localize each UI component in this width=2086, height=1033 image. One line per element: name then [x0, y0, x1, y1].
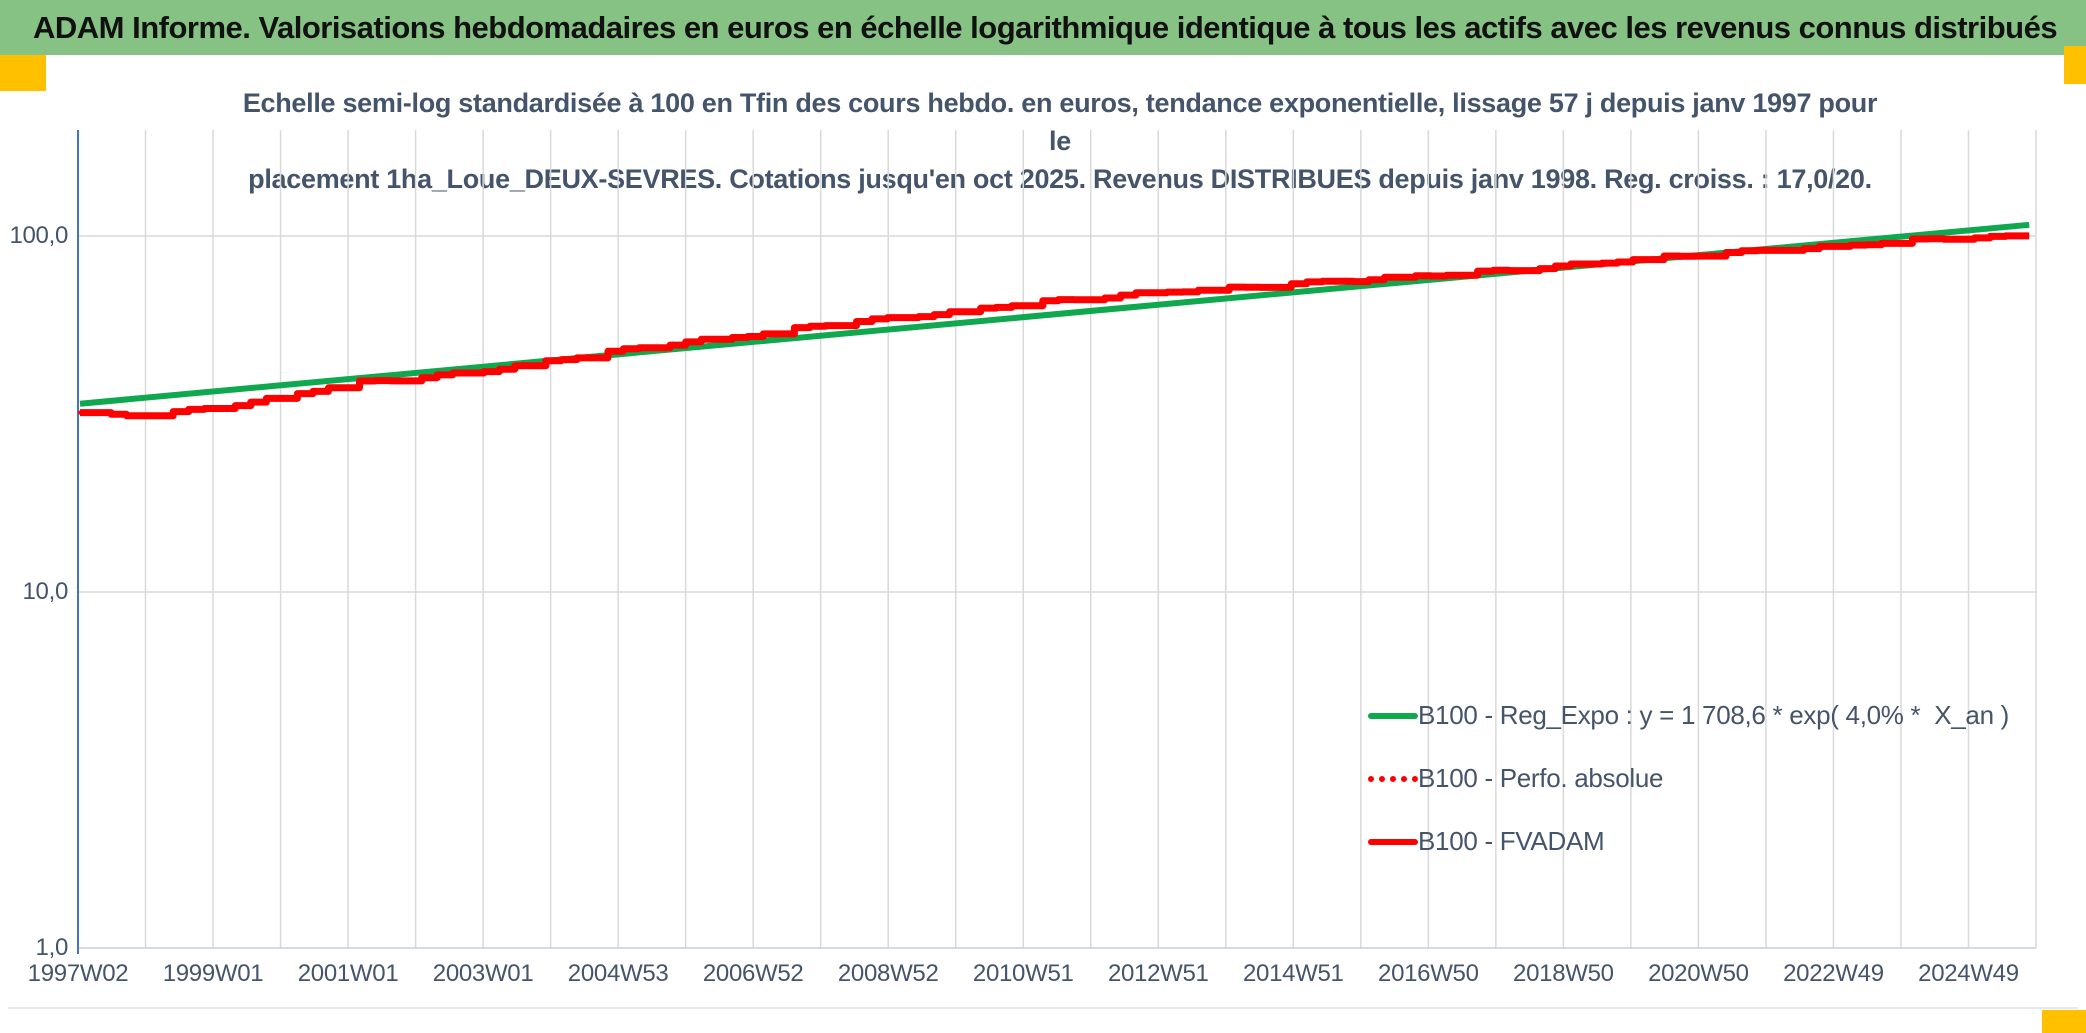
y-tick-label: 1,0 — [35, 934, 69, 961]
chart-title-line1: Echelle semi-log standardisée à 100 en T… — [242, 88, 1878, 156]
legend-item: B100 - Reg_Expo : y = 1 708,6 * exp( 4,0… — [1368, 684, 2009, 747]
window-title-bar: ADAM Informe. Valorisations hebdomadaire… — [0, 0, 2086, 55]
x-tick-label: 2024W49 — [1918, 960, 2019, 987]
series-perfo-absolue-line — [78, 233, 2032, 418]
legend-label: B100 - Perfo. absolue — [1418, 763, 1664, 793]
chart-bottom-border — [8, 1007, 2078, 1009]
chart-title-line2: placement 1ha_Loue_DEUX-SEVRES. Cotation… — [248, 164, 1872, 194]
x-tick-label: 2014W51 — [1242, 960, 1344, 987]
x-tick-label: 1999W01 — [162, 960, 264, 987]
x-tick-label: 2010W51 — [972, 960, 1074, 987]
x-tick-label: 2004W53 — [567, 960, 669, 987]
legend-line-swatch — [1368, 838, 1418, 845]
y-tick-label: 100,0 — [9, 222, 68, 249]
legend-item: B100 - Perfo. absolue — [1368, 747, 2009, 810]
y-tick-label: 10,0 — [22, 578, 68, 605]
window-title: ADAM Informe. Valorisations hebdomadaire… — [33, 9, 2058, 45]
chart-title: Echelle semi-log standardisée à 100 en T… — [230, 84, 1890, 198]
x-tick-label: 1997W02 — [27, 960, 129, 987]
legend-line-swatch — [1368, 712, 1418, 719]
x-tick-label: 2006W52 — [702, 960, 804, 987]
x-tick-label: 2012W51 — [1107, 960, 1209, 987]
series-fvadam-line — [80, 232, 2030, 420]
corner-accent-top-left — [0, 55, 46, 91]
corner-accent-top-right — [2064, 46, 2086, 84]
legend-label: B100 - FVADAM — [1418, 826, 1605, 856]
x-tick-label: 2016W50 — [1378, 960, 1479, 987]
legend-dotted-line-swatch — [1368, 775, 1418, 782]
x-tick-label: 2020W50 — [1648, 960, 1749, 987]
corner-accent-bottom-right — [2042, 1010, 2086, 1033]
x-tick-label: 2001W01 — [297, 960, 399, 987]
x-tick-label: 2018W50 — [1513, 960, 1614, 987]
legend: B100 - Reg_Expo : y = 1 708,6 * exp( 4,0… — [1368, 684, 2009, 873]
legend-label: B100 - Reg_Expo : y = 1 708,6 * exp( 4,0… — [1418, 700, 2010, 730]
legend-item: B100 - FVADAM — [1368, 810, 2009, 873]
x-tick-label: 2003W01 — [432, 960, 534, 987]
x-tick-label: 2008W52 — [837, 960, 939, 987]
x-tick-label: 2022W49 — [1783, 960, 1884, 987]
